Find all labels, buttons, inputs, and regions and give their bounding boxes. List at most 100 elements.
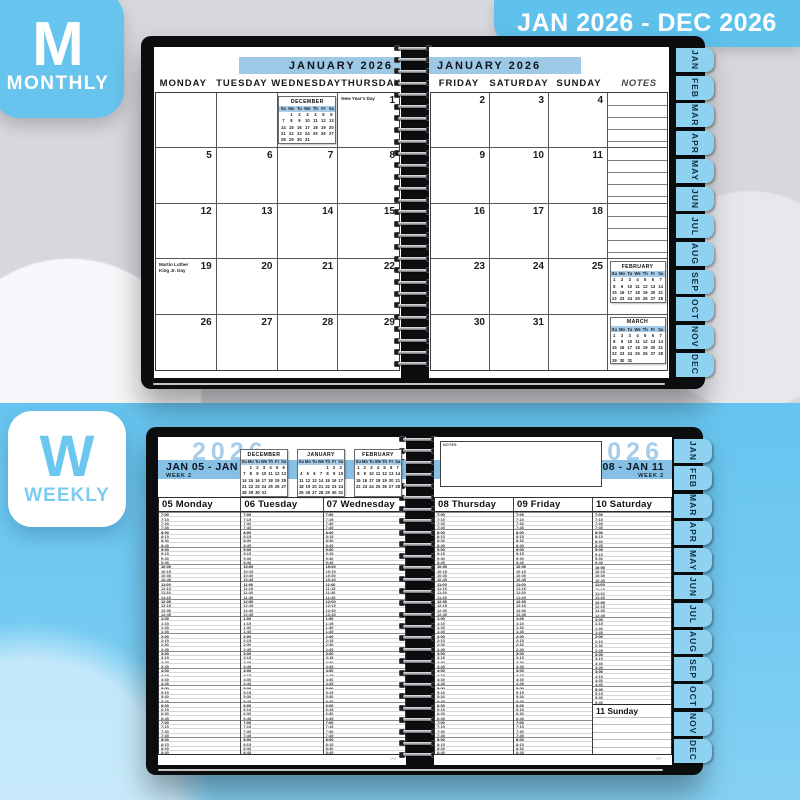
time-label: 11:30 [325,590,336,596]
time-slot: 11:30 [514,589,592,595]
month-tab-label: MAR [688,494,698,517]
coil-wire [398,198,428,202]
time-label: 9:45 [243,560,252,565]
dow-label: Fr [650,326,656,332]
time-slot: 3:30 [435,659,513,664]
mini-date: 31 [305,137,310,143]
time-label: 6:15 [161,707,169,713]
day-cell: 16 [431,203,490,260]
notes-cell: FEBRUARY Su Mo Tu We Th Fr Sa 1 2 3 4 5 6 7 8 9 10 11 12 13 1… [608,259,667,315]
month-title: JANUARY 2026 [437,59,542,72]
mini-date: 20 [329,124,334,130]
month-tab-label: SEP [690,271,700,292]
time-label: 10:45 [161,577,171,583]
mini-date [319,136,327,142]
coil-wire [403,683,433,687]
mini-date: 2 [620,277,624,283]
mini-date: 1 [249,465,253,471]
mini-date: 27 [312,490,317,496]
mini-date [311,136,319,142]
mini-date: 4 [314,112,317,118]
time-label: 1:00 [325,616,334,622]
time-label: 5:15 [243,689,252,695]
time-slot: 9:45 [241,559,323,565]
mini-date: 22 [325,483,330,489]
time-label: 1:45 [161,629,169,635]
day-cell: 24 [490,259,549,315]
month-title-bar: JANUARY 2026 [429,57,581,74]
day-column: 10 Saturday 7:00 7:15 7:30 7:45 8:00 8:15 8:30 8… [592,498,671,754]
month-tab-label: MAY [688,549,698,571]
mini-date: 17 [338,477,344,483]
time-slot: 7:15 [241,724,323,729]
time-slot: 1:15 [435,620,513,625]
day-cell: 2 [431,93,490,149]
month-tab-label: JUL [688,605,698,625]
time-slot: 12:30 [159,607,241,612]
time-slot: 11:30 [593,590,671,595]
time-slot: 10:00 [159,563,241,569]
time-label: 12:00 [595,599,605,605]
time-label: 7:00 [325,512,334,518]
ruled-line [593,739,671,746]
time-slot: 10:45 [323,576,405,582]
time-slot: 7:45 [593,525,671,530]
mini-date: 17 [261,477,267,483]
time-slot: 8:00 [159,529,241,534]
mini-date: 19 [274,477,280,483]
time-label: 4:15 [161,672,169,678]
time-label: 1:45 [325,629,334,635]
mini-date: 28 [658,351,663,357]
coil-wire [403,449,433,453]
coil-wire [403,472,433,476]
spiral-coil [393,114,433,122]
time-slot: 3:45 [159,663,241,668]
mini-calendar-title: JANUARY [307,451,335,458]
mini-date: 11 [268,471,273,477]
time-slot: 7:45 [514,732,592,738]
mini-date [280,489,287,495]
time-slot: 3:15 [593,655,671,661]
notes-cell: MARCH Su Mo Tu We Th Fr Sa 1 2 3 4 5 6 7 8 9 10 11 12 13 14 15… [608,315,667,370]
dow-label: Mo [247,459,254,465]
mini-date: 8 [249,471,253,477]
time-slot: 4:00 [435,667,513,673]
date-number: 6 [266,150,273,162]
dow-label: Su [241,459,247,465]
time-label: 6:45 [516,715,524,721]
time-slot: 12:30 [435,607,513,612]
time-label: 5:30 [516,694,524,700]
week-date-range: JAN 08 - JAN 11 [576,461,664,473]
time-slot: 8:15 [514,741,592,746]
mini-date: 27 [650,351,656,357]
time-slot: 7:15 [514,516,592,521]
dow-label: Th [325,459,331,465]
dow-label: We [260,459,268,465]
time-slot: 12:00 [514,598,592,603]
time-label: 5:45 [243,698,252,704]
notes-box: NOTES [440,441,602,487]
time-label: 6:30 [243,711,252,717]
dow-label: Th [382,459,388,465]
spiral-coil [393,67,433,75]
time-label: 8:00 [595,529,603,535]
spiral-coil [393,301,433,309]
day-cell [156,93,217,149]
time-slot: 4:00 [241,667,323,673]
coil-wire [403,484,433,488]
sunday-day-header: 11 Sunday [593,703,671,717]
time-slot: 7:30 [323,728,405,733]
month-tab-jul: JUL [674,602,712,627]
time-slot: 4:45 [593,682,671,687]
time-slot: 10:00 [593,564,671,569]
time-slot: 5:15 [435,689,513,694]
time-label: 5:00 [516,685,524,691]
mini-date: 1 [613,277,616,283]
time-slot: 11:15 [593,586,671,591]
date-number: 24 [532,261,544,273]
mini-date: 21 [395,477,401,483]
time-slots: 7:00 7:15 7:30 7:45 8:00 8:15 8:30 8:45 9:00 9:15… [435,512,513,755]
month-tab-apr: APR [674,520,712,545]
time-slots: 7:00 7:15 7:30 7:45 8:00 8:15 8:30 8:45 9:00 9:15… [241,512,323,755]
monthly-badge-letter: M [32,9,84,79]
